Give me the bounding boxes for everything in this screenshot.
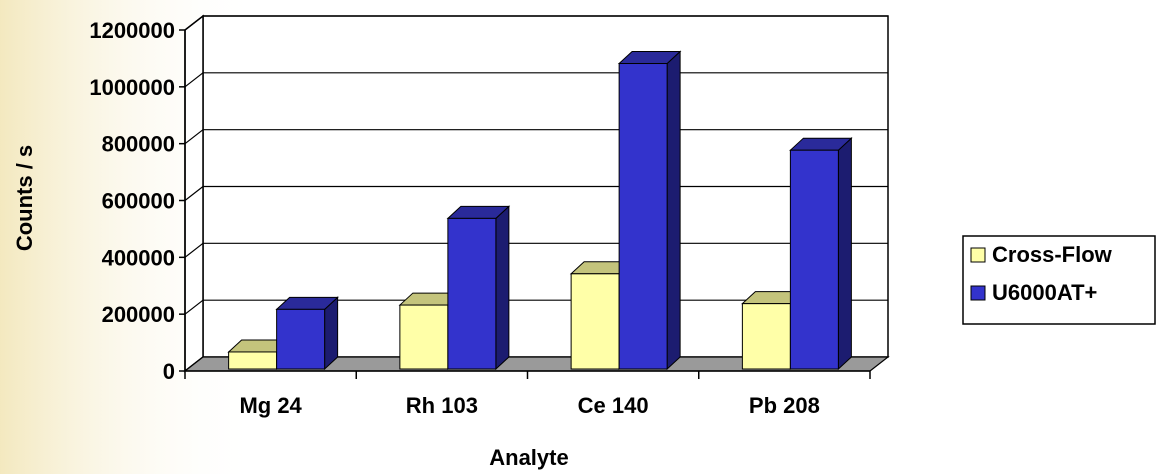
gridline-depth (184, 242, 204, 258)
bar (446, 205, 511, 371)
x-axis-title: Analyte (489, 445, 568, 470)
bar-front (228, 351, 278, 370)
bar-front (618, 63, 668, 370)
y-axis: 0 200000 400000 600000 800000 1000000 1200000 (89, 18, 186, 384)
bar-front (447, 217, 497, 370)
bar-side (666, 50, 681, 371)
legend-label-cross-flow: Cross-Flow (992, 242, 1113, 267)
bar-front (399, 304, 449, 370)
gridline-depth (184, 186, 204, 201)
bar-front (570, 273, 620, 370)
x-tick-label: Pb 208 (749, 393, 820, 418)
bar-front (741, 303, 791, 370)
y-axis-title: Counts / s (12, 145, 37, 251)
gridline-depth (184, 15, 204, 31)
y-tick-label: 600000 (102, 189, 175, 214)
bars (227, 50, 853, 371)
legend: Cross-Flow U6000AT+ (962, 235, 1156, 325)
bar-front (789, 149, 839, 370)
gridline-depth (184, 129, 204, 145)
bar (617, 50, 682, 371)
y-tick-label: 1200000 (89, 18, 175, 43)
legend-swatch-cross-flow (970, 247, 986, 263)
x-axis: Mg 24 Rh 103 Ce 140 Pb 208 (184, 370, 871, 418)
bar-front (276, 308, 326, 370)
legend-label-u6000at: U6000AT+ (992, 280, 1097, 305)
gridline-depth (184, 72, 204, 88)
legend-swatch-u6000at (970, 285, 986, 301)
y-tick-label: 1000000 (89, 75, 175, 100)
y-tick-label: 800000 (102, 132, 175, 157)
legend-box (962, 235, 1156, 325)
bar-side (837, 137, 852, 371)
x-tick-label: Ce 140 (578, 393, 649, 418)
bar-side (495, 205, 510, 371)
y-tick-label: 0 (163, 359, 175, 384)
y-tick-label: 400000 (102, 245, 175, 270)
gridline-depth (184, 299, 204, 315)
x-tick-label: Rh 103 (406, 393, 478, 418)
x-tick-label: Mg 24 (239, 393, 302, 418)
bar (789, 137, 853, 371)
y-tick-label: 200000 (102, 302, 175, 327)
bar (275, 296, 339, 371)
